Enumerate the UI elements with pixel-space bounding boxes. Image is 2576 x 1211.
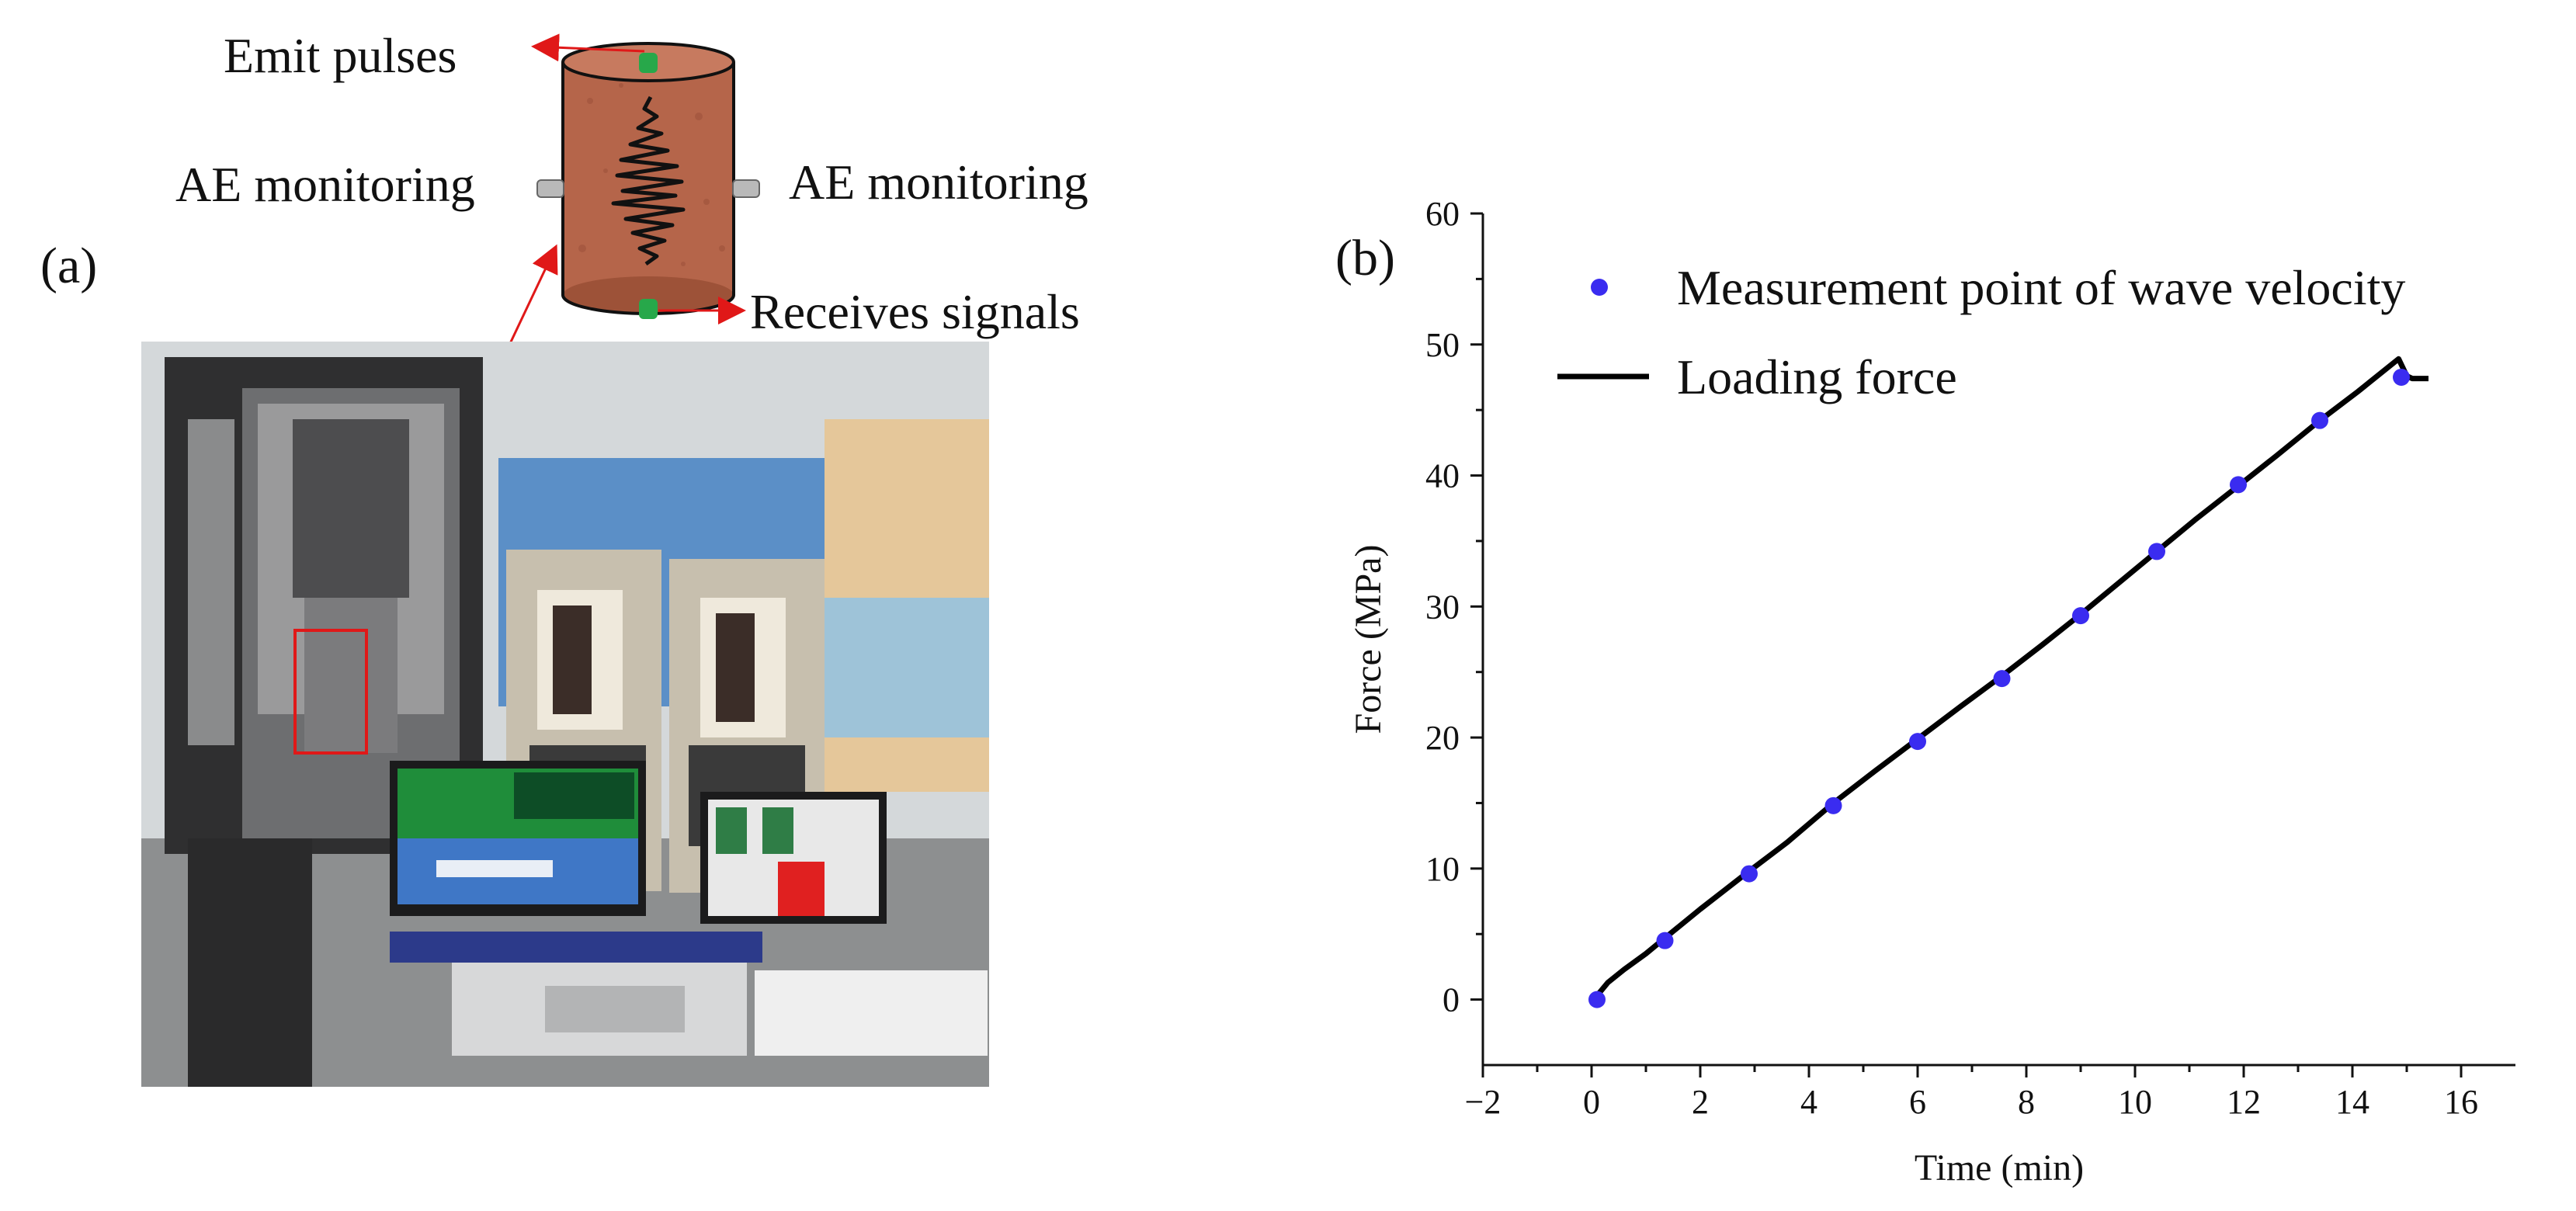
specimen-highlight-box <box>293 629 368 755</box>
top-transducer <box>639 53 658 73</box>
fracture-waveform <box>611 95 686 266</box>
panel-a-label: (a) <box>40 238 98 294</box>
wave-velocity-point <box>2393 368 2410 386</box>
specimen-bottom <box>563 276 734 314</box>
test-setup-photo <box>141 342 989 1087</box>
receives-signals-label: Receives signals <box>750 284 1080 339</box>
y-tick-label: 20 <box>1425 719 1460 757</box>
legend-label-points: Measurement point of wave velocity <box>1677 260 2405 315</box>
x-tick-label: 2 <box>1692 1083 1709 1121</box>
test-setup-illustration <box>141 342 989 1087</box>
y-tick-label: 40 <box>1425 457 1460 495</box>
x-tick-label: 4 <box>1800 1083 1817 1121</box>
y-tick-label: 10 <box>1425 850 1460 888</box>
wave-velocity-point <box>1909 733 1926 751</box>
emit-arrow <box>531 33 645 62</box>
y-axis-title: Force (MPa) <box>1348 545 1389 734</box>
chart-series <box>1588 356 2428 1008</box>
left-ae-sensor <box>536 179 564 198</box>
ae-monitoring-left-label: AE monitoring <box>175 157 475 212</box>
wave-velocity-point <box>1656 932 1674 949</box>
x-tick-label: −2 <box>1465 1083 1502 1121</box>
y-tick-label: 0 <box>1442 981 1460 1019</box>
wave-velocity-point <box>1741 865 1758 883</box>
y-tick-label: 30 <box>1425 588 1460 626</box>
chart-legend: Measurement point of wave velocity Loadin… <box>1557 260 2405 404</box>
x-tick-label: 14 <box>2335 1083 2369 1121</box>
wave-velocity-point <box>2148 543 2165 560</box>
x-tick-label: 6 <box>1909 1083 1926 1121</box>
bottom-transducer <box>639 299 658 319</box>
specimen-texture <box>578 83 725 266</box>
chart-ticks: −2 0 2 4 6 8 10 12 14 16 0 10 20 30 40 50 60 <box>1425 195 2478 1121</box>
ae-monitoring-right-label: AE monitoring <box>789 154 1088 210</box>
wave-velocity-point <box>2311 411 2328 429</box>
legend-marker-points <box>1591 279 1608 296</box>
callout-arrow <box>502 244 558 357</box>
legend-label-line: Loading force <box>1677 349 1957 404</box>
y-tick-label: 50 <box>1425 326 1460 364</box>
chart-axes <box>1481 213 2515 1067</box>
emit-pulses-label: Emit pulses <box>224 28 457 83</box>
x-tick-label: 10 <box>2118 1083 2152 1121</box>
wave-velocity-point <box>2072 607 2089 625</box>
right-ae-sensor <box>732 179 760 198</box>
x-tick-label: 16 <box>2444 1083 2478 1121</box>
y-tick-label: 60 <box>1425 195 1460 233</box>
wave-velocity-point <box>1824 796 1842 814</box>
x-tick-label: 0 <box>1583 1083 1600 1121</box>
loading-force-line <box>1595 356 2428 998</box>
wave-velocity-point <box>1993 670 2011 688</box>
x-axis-title: Time (min) <box>1915 1147 2084 1188</box>
wave-velocity-point <box>1588 991 1606 1008</box>
specimen-schematic <box>502 33 760 357</box>
x-tick-label: 12 <box>2227 1083 2261 1121</box>
x-tick-label: 8 <box>2018 1083 2035 1121</box>
panel-b-label: (b) <box>1335 230 1395 286</box>
wave-velocity-point <box>2230 476 2247 494</box>
